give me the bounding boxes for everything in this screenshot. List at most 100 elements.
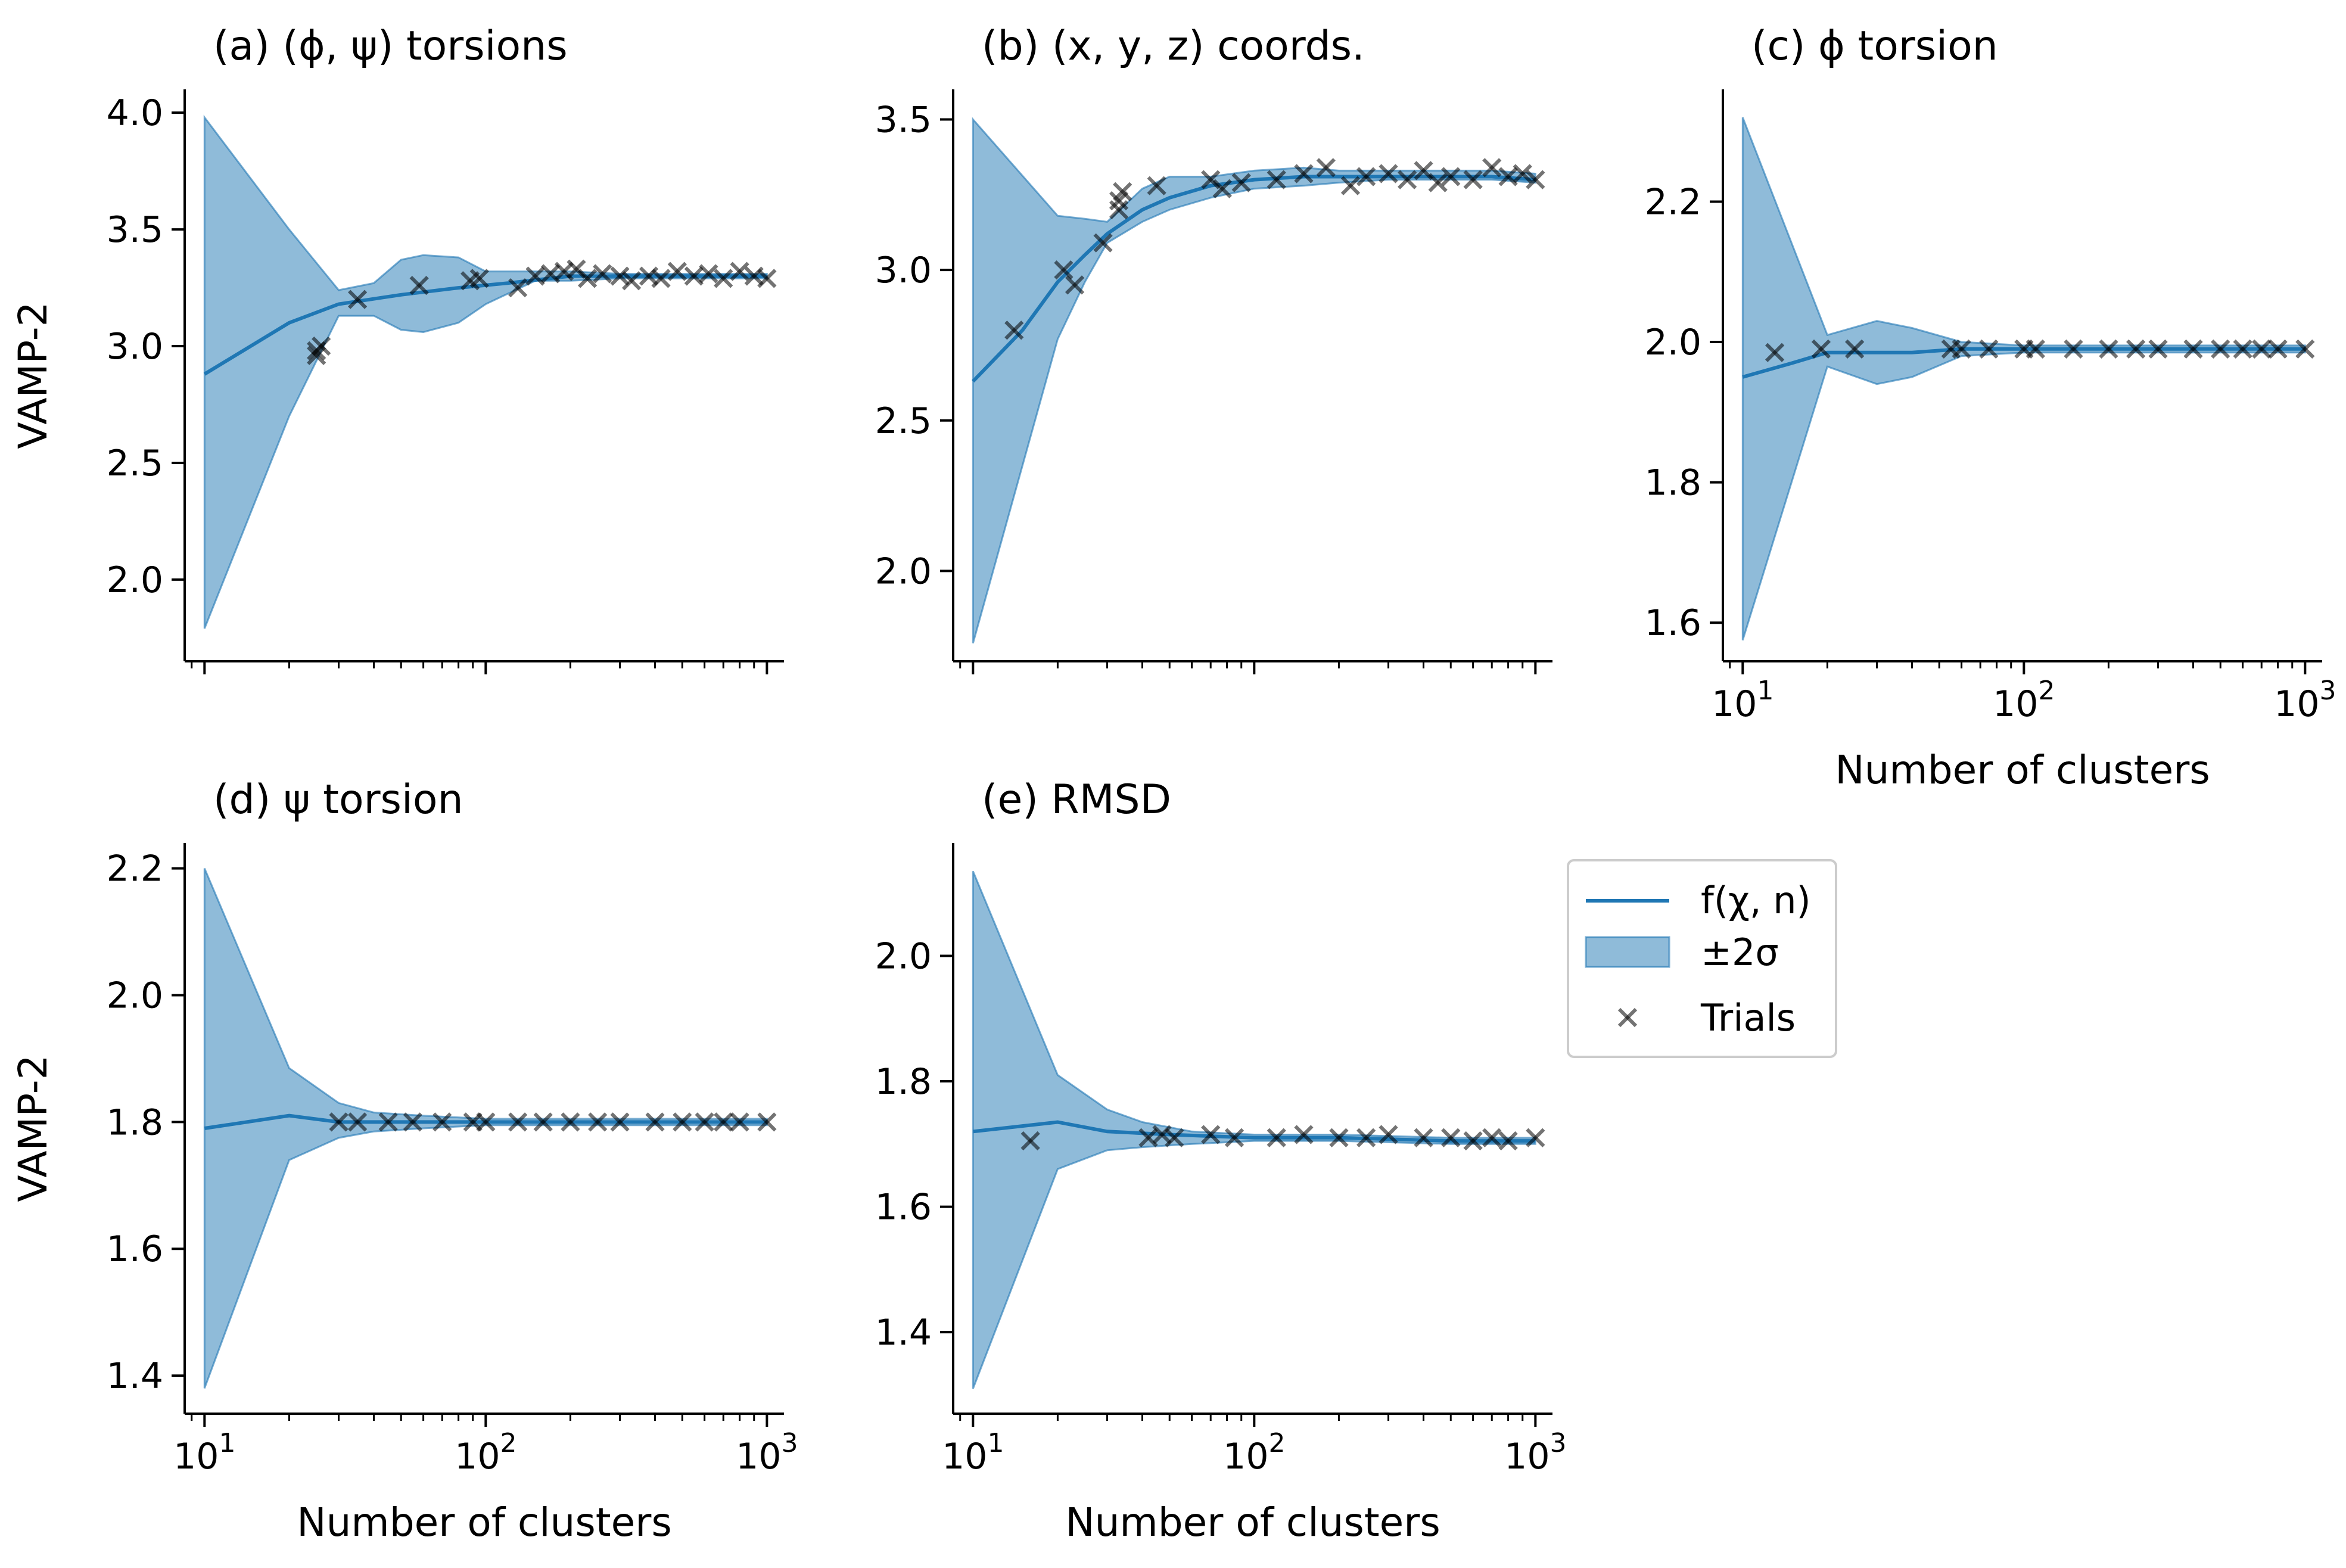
y-tick-label: 1.8 <box>875 1061 932 1103</box>
trial-point <box>610 266 630 286</box>
trial-point <box>403 1112 422 1132</box>
legend-label-trials: Trials <box>1700 996 1796 1040</box>
x-tick-label: 103 <box>1504 1428 1566 1477</box>
trial-point <box>1212 179 1232 198</box>
legend-marker-swatch <box>1617 1007 1638 1028</box>
trial-point <box>1979 339 1999 359</box>
y-tick-label: 1.4 <box>875 1312 932 1354</box>
trials-d <box>329 1112 777 1132</box>
panel-a: 2.0 2.5 3.0 3.5 4.0 (a) (ϕ, ψ) torsions VAMP-2 <box>10 23 784 674</box>
trial-point <box>651 269 671 288</box>
trial-point <box>2252 339 2272 359</box>
trial-point <box>1267 170 1286 189</box>
trial-point <box>1113 182 1132 201</box>
trial-point <box>1811 339 1831 359</box>
trial-point <box>476 1112 496 1132</box>
trial-point <box>2211 339 2230 359</box>
y-tick-label: 2.0 <box>875 550 932 592</box>
trial-point <box>1498 167 1518 186</box>
trial-point <box>1138 1128 1158 1147</box>
band-a <box>203 114 768 629</box>
trial-point <box>1398 170 1417 189</box>
trial-point <box>757 1112 777 1132</box>
trial-point <box>1428 173 1448 192</box>
y-tick-label: 1.6 <box>875 1187 932 1228</box>
x-tick-label: 102 <box>1223 1428 1285 1477</box>
trial-point <box>1379 164 1398 183</box>
trial-point <box>508 1112 528 1132</box>
band-e <box>972 870 1536 1389</box>
trial-point <box>730 262 749 281</box>
trial-point <box>1316 158 1336 178</box>
y-tick-label: 2.0 <box>107 559 163 601</box>
trial-point <box>684 266 704 286</box>
trial-point <box>378 1112 398 1132</box>
y-tick-label: 3.0 <box>875 250 932 291</box>
legend-frame <box>1567 859 1837 1058</box>
mean-line-c <box>1742 347 2305 379</box>
y-tick-label: 2.0 <box>875 935 932 977</box>
band-d <box>203 868 768 1389</box>
y-tick-label: 4.0 <box>107 92 163 134</box>
band-c <box>1741 117 2306 641</box>
x-tick-label: 102 <box>455 1428 517 1477</box>
trial-point <box>645 1112 665 1132</box>
trial-point <box>348 290 368 309</box>
trial-point <box>610 1112 630 1132</box>
trials-e <box>1020 1125 1545 1151</box>
y-tick-label: 1.4 <box>107 1355 163 1397</box>
y-tick-label: 2.0 <box>1645 322 1701 363</box>
trial-point <box>1526 1128 1545 1147</box>
trial-point <box>1201 170 1221 189</box>
trial-point <box>2099 339 2118 359</box>
y-tick-label: 2.2 <box>1645 181 1701 223</box>
trial-point <box>1294 1125 1314 1144</box>
trial-point <box>1463 1131 1483 1151</box>
trial-point <box>2183 339 2203 359</box>
trial-point <box>699 264 718 284</box>
panel-title-e: (e) RMSD <box>982 776 1171 823</box>
trial-point <box>673 1112 692 1132</box>
y-tick-label: 2.0 <box>107 975 163 1016</box>
trial-point <box>1224 1128 1244 1147</box>
trial-point <box>433 1112 452 1132</box>
trial-point <box>1952 339 1971 359</box>
trial-point <box>1147 176 1166 195</box>
legend-label-band: ±2σ <box>1701 931 1779 974</box>
trial-point <box>1201 1125 1221 1144</box>
trials-c <box>1765 339 2315 362</box>
y-tick-label: 3.5 <box>875 99 932 141</box>
trial-point <box>593 264 612 284</box>
trial-point <box>1482 1128 1502 1147</box>
trial-point <box>1165 1128 1184 1147</box>
trial-point <box>1065 275 1085 295</box>
trial-point <box>1463 170 1483 189</box>
panel-b: 2.0 2.5 3.0 3.5 (b) (x, y, z) coords. <box>875 23 1552 674</box>
trials-b <box>1004 158 1545 340</box>
y-axis-label: VAMP-2 <box>10 1054 56 1202</box>
x-tick-label: 102 <box>1993 676 2055 725</box>
trial-point <box>1004 321 1024 340</box>
x-axis-label: Number of clusters <box>1065 1499 1440 1545</box>
trial-point <box>2233 339 2252 359</box>
x-tick-label: 103 <box>2274 676 2336 725</box>
x-axis-label: Number of clusters <box>297 1499 672 1545</box>
trials-a <box>307 259 777 365</box>
trial-point <box>2064 339 2083 359</box>
trial-point <box>1765 343 1785 362</box>
trial-point <box>1020 1131 1040 1151</box>
trial-point <box>2295 339 2315 359</box>
trial-point <box>667 262 687 281</box>
trial-point <box>714 269 733 288</box>
trial-point <box>2148 339 2168 359</box>
trial-point <box>621 271 642 291</box>
trial-point <box>577 269 598 288</box>
trial-point <box>2025 339 2045 359</box>
x-tick-label: 103 <box>736 1428 798 1477</box>
trial-point <box>409 276 429 295</box>
trial-point <box>312 336 331 356</box>
trial-point <box>1267 1128 1286 1147</box>
trial-point <box>1414 1128 1433 1147</box>
y-tick-label: 2.2 <box>107 848 163 890</box>
